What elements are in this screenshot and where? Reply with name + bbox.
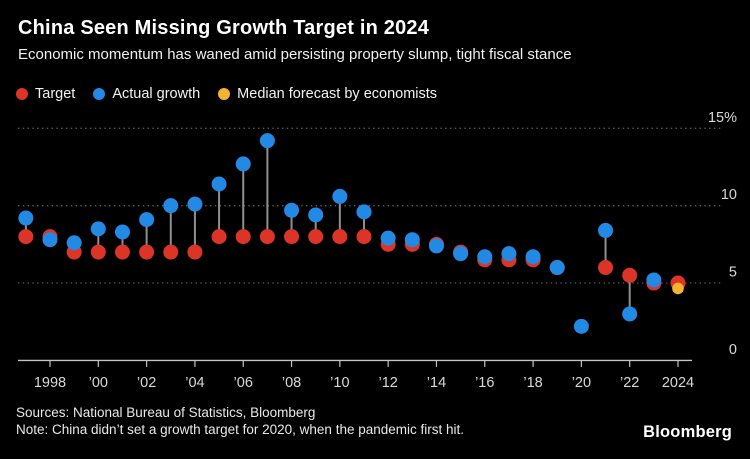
- x-label-2008: ’08: [282, 375, 301, 391]
- dot-target-2009: [308, 229, 324, 245]
- x-axis: [18, 359, 692, 367]
- legend-item-target: Target: [16, 86, 75, 102]
- dot-actual-2012: [380, 230, 396, 246]
- dot-target-2002: [139, 244, 155, 260]
- x-label-2000: ’00: [89, 375, 108, 391]
- dot-target-2010: [332, 229, 348, 245]
- dot-actual-2007: [259, 133, 275, 149]
- x-label-2024: 2024: [662, 375, 694, 391]
- x-label-2004: ’04: [185, 375, 204, 391]
- y-label-0: 0: [729, 342, 737, 358]
- bloomberg-logo: Bloomberg: [643, 423, 732, 441]
- dot-actual-2021: [598, 222, 614, 238]
- dot-actual-2014: [428, 238, 444, 254]
- dot-target-2001: [114, 244, 130, 260]
- dot-actual-2020: [573, 318, 589, 334]
- dot-target-2000: [90, 244, 106, 260]
- chart-subtitle: Economic momentum has waned amid persist…: [18, 46, 572, 63]
- x-label-2014: ’14: [427, 375, 446, 391]
- dot-actual-2004: [187, 196, 203, 212]
- dot-actual-2013: [404, 232, 420, 248]
- y-label-10: 10: [721, 187, 737, 203]
- dot-actual-2022: [622, 306, 638, 322]
- dot-actual-2006: [235, 156, 251, 172]
- dot-actual-2008: [284, 202, 300, 218]
- legend-label-actual: Actual growth: [112, 86, 201, 102]
- chart-legend: Target Actual growth Median forecast by …: [16, 86, 437, 102]
- dot-target-2021: [598, 260, 614, 276]
- x-axis-labels: 1998 ’00 ’02 ’04 ’06 ’08 ’10 ’12 ’14 ’16 ’18 ’20 ’22…: [34, 375, 694, 391]
- note-text: Note: China didn’t set a growth target f…: [16, 422, 464, 437]
- legend-label-target: Target: [35, 86, 76, 102]
- dot-actual-2005: [211, 176, 227, 192]
- dot-actual-1997: [18, 210, 34, 226]
- sources-text: Sources: National Bureau of Statistics, …: [16, 405, 316, 420]
- series-target: [18, 229, 686, 291]
- dot-actual-2002: [139, 212, 155, 228]
- x-label-2006: ’06: [234, 375, 253, 391]
- page-title: China Seen Missing Growth Target in 2024: [18, 17, 430, 39]
- dot-forecast-2024: [672, 282, 684, 295]
- x-label-2002: ’02: [137, 375, 156, 391]
- dot-actual-2009: [308, 207, 324, 223]
- y-label-5: 5: [729, 265, 737, 281]
- dot-target-2007: [259, 229, 275, 245]
- dot-actual-2019: [549, 260, 565, 276]
- y-axis-labels: 0 5 10 15%: [708, 110, 737, 358]
- x-label-2018: ’18: [523, 375, 542, 391]
- dot-actual-1998: [42, 232, 58, 248]
- x-label-1998: 1998: [34, 375, 66, 391]
- x-label-2010: ’10: [330, 375, 349, 391]
- x-label-2016: ’16: [475, 375, 494, 391]
- dot-target-2006: [235, 229, 251, 245]
- forecast-dot-icon: [218, 88, 231, 100]
- dot-actual-2000: [90, 221, 106, 237]
- x-label-2020: ’20: [572, 375, 591, 391]
- legend-item-actual: Actual growth: [93, 86, 200, 102]
- x-label-2022: ’22: [620, 375, 639, 391]
- dot-actual-2015: [453, 246, 469, 262]
- dot-actual-2010: [332, 188, 348, 204]
- dot-target-1997: [18, 229, 34, 245]
- dot-actual-1999: [66, 235, 82, 251]
- dot-actual-2018: [525, 249, 541, 265]
- chart-footer: Sources: National Bureau of Statistics, …: [16, 404, 464, 438]
- legend-label-forecast: Median forecast by economists: [237, 86, 438, 102]
- dot-target-2011: [356, 229, 372, 245]
- legend-item-forecast: Median forecast by economists: [218, 86, 437, 102]
- y-label-15: 15%: [708, 110, 737, 126]
- dot-actual-2011: [356, 204, 372, 220]
- dot-actual-2023: [646, 272, 662, 288]
- dot-actual-2001: [114, 224, 130, 240]
- dot-target-2003: [163, 244, 179, 260]
- dot-target-2004: [187, 244, 203, 260]
- dot-actual-2017: [501, 246, 517, 262]
- actual-dot-icon: [93, 88, 106, 100]
- x-label-2012: ’12: [378, 375, 397, 391]
- gridlines: [18, 127, 723, 284]
- dot-actual-2003: [163, 198, 179, 214]
- dot-target-2022: [622, 267, 638, 283]
- dot-target-2005: [211, 229, 227, 245]
- dot-target-2008: [284, 229, 300, 245]
- series-actual: [18, 133, 662, 334]
- series-forecast: [672, 282, 684, 295]
- target-dot-icon: [16, 88, 28, 100]
- dot-actual-2016: [477, 249, 493, 265]
